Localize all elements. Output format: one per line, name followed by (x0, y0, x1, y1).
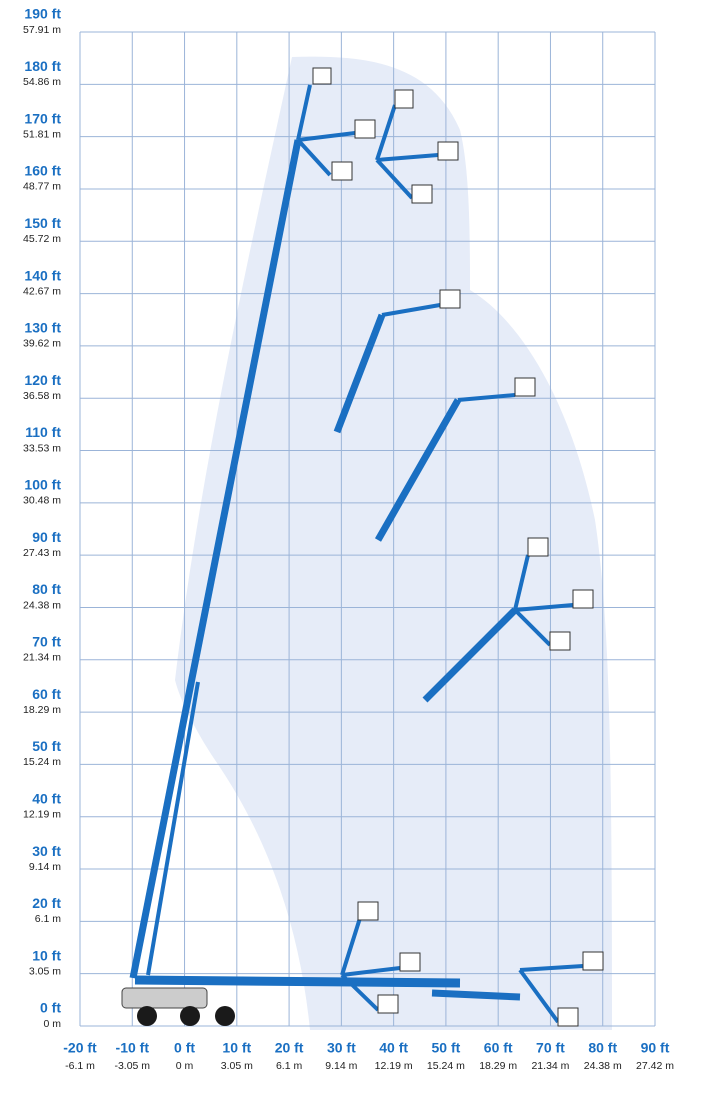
y-tick-label: 130 ft (24, 320, 61, 336)
y-tick-label: 180 ft (24, 58, 61, 74)
x-tick-label: 90 ft (641, 1040, 670, 1056)
y-tick-metric: 12.19 m (23, 809, 61, 821)
x-tick-label: 50 ft (432, 1040, 461, 1056)
x-tick-label: 10 ft (222, 1040, 251, 1056)
y-tick-metric: 48.77 m (23, 181, 61, 193)
x-tick-metric: 15.24 m (427, 1060, 465, 1072)
y-tick-label: 60 ft (32, 686, 61, 702)
x-tick-metric: 27.42 m (636, 1060, 674, 1072)
y-tick-metric: 15.24 m (23, 756, 61, 768)
x-tick-metric: 6.1 m (276, 1060, 303, 1072)
x-tick-label: 0 ft (174, 1040, 195, 1056)
x-tick-metric: 21.34 m (531, 1060, 569, 1072)
y-tick-label: 20 ft (32, 895, 61, 911)
y-tick-metric: 42.67 m (23, 285, 61, 297)
x-tick-metric: -6.1 m (65, 1060, 95, 1072)
y-tick-metric: 30.48 m (23, 495, 61, 507)
x-tick-label: 80 ft (588, 1040, 617, 1056)
y-tick-metric: 3.05 m (29, 965, 61, 977)
y-tick-metric: 24.38 m (23, 599, 61, 611)
x-tick-label: 20 ft (275, 1040, 304, 1056)
x-tick-label: -20 ft (63, 1040, 97, 1056)
y-tick-metric: 18.29 m (23, 704, 61, 716)
x-tick-label: 30 ft (327, 1040, 356, 1056)
x-tick-label: 60 ft (484, 1040, 513, 1056)
x-tick-metric: 0 m (176, 1060, 194, 1072)
x-tick-metric: -3.05 m (114, 1060, 150, 1072)
y-tick-label: 110 ft (25, 424, 61, 440)
y-tick-label: 0 ft (40, 1000, 61, 1016)
y-tick-metric: 54.86 m (23, 76, 61, 88)
y-tick-metric: 39.62 m (23, 338, 61, 350)
y-tick-label: 170 ft (24, 110, 61, 126)
y-tick-metric: 6.1 m (35, 913, 62, 925)
x-tick-metric: 12.19 m (375, 1060, 413, 1072)
y-tick-metric: 51.81 m (23, 128, 61, 140)
boom-drawings (121, 67, 604, 1027)
x-tick-label: -10 ft (116, 1040, 150, 1056)
y-tick-label: 120 ft (24, 372, 61, 388)
y-tick-label: 140 ft (24, 267, 61, 283)
y-tick-label: 70 ft (32, 633, 61, 649)
y-tick-label: 100 ft (24, 477, 61, 493)
y-tick-label: 30 ft (32, 843, 61, 859)
y-tick-metric: 21.34 m (23, 652, 61, 664)
y-tick-label: 80 ft (32, 581, 61, 597)
y-tick-metric: 9.14 m (29, 861, 61, 873)
x-tick-metric: 18.29 m (479, 1060, 517, 1072)
y-tick-label: 50 ft (32, 738, 61, 754)
y-tick-label: 10 ft (32, 947, 61, 963)
y-tick-label: 40 ft (32, 790, 61, 806)
y-tick-metric: 27.43 m (23, 547, 61, 559)
x-tick-label: 70 ft (536, 1040, 565, 1056)
y-tick-metric: 36.58 m (23, 390, 61, 402)
y-tick-label: 90 ft (32, 529, 61, 545)
x-tick-metric: 24.38 m (584, 1060, 622, 1072)
y-tick-label: 150 ft (24, 215, 61, 231)
y-tick-label: 160 ft (24, 163, 61, 179)
x-tick-metric: 3.05 m (221, 1060, 253, 1072)
y-tick-label: 190 ft (24, 6, 61, 22)
y-tick-metric: 57.91 m (23, 24, 61, 36)
y-tick-metric: 33.53 m (23, 442, 61, 454)
y-tick-metric: 0 m (43, 1018, 61, 1030)
x-tick-label: 40 ft (379, 1040, 408, 1056)
y-tick-metric: 45.72 m (23, 233, 61, 245)
x-tick-metric: 9.14 m (325, 1060, 357, 1072)
